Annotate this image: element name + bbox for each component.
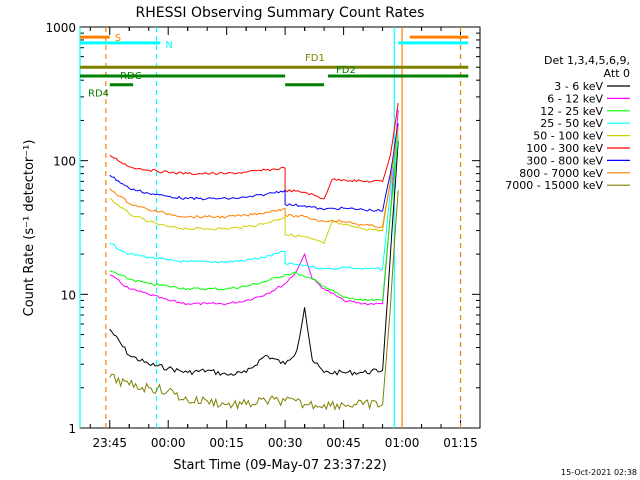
legend-label-2: 12 - 25 keV xyxy=(540,105,603,118)
y-tick-label: 1 xyxy=(68,422,76,436)
series-line-1 xyxy=(109,109,399,306)
y-tick-label: 1000 xyxy=(45,21,76,35)
legend-label-7: 800 - 7000 keV xyxy=(519,167,603,180)
legend-label-6: 300 - 800 keV xyxy=(526,154,603,167)
flag-label-fd2: FD2 xyxy=(336,65,356,76)
plot-frame xyxy=(79,26,481,429)
flag-label-fd1: FD1 xyxy=(305,53,325,64)
series-line-8 xyxy=(109,190,399,411)
footer-timestamp: 15-Oct-2021 02:38 xyxy=(561,468,637,477)
plot-area: 1 10 100 1000 23:45 00:00 00:15 00:30 00:45 01:00… xyxy=(45,21,630,450)
x-tick-label: 00:00 xyxy=(151,436,186,450)
series-line-7 xyxy=(109,126,399,228)
chart-title: RHESSI Observing Summary Count Rates xyxy=(136,5,425,21)
series-line-6 xyxy=(109,123,399,212)
y-tick-label: 100 xyxy=(53,155,76,169)
x-tick-label: 00:30 xyxy=(268,436,303,450)
legend-label-3: 25 - 50 keV xyxy=(540,117,603,130)
legend-title-line-1: Det 1,3,4,5,6,9, xyxy=(544,54,630,67)
x-tick-label: 01:00 xyxy=(385,436,420,450)
legend-label-4: 50 - 100 keV xyxy=(533,130,603,143)
flag-label-n: N xyxy=(165,40,172,51)
legend-label-8: 7000 - 15000 keV xyxy=(505,179,603,192)
series-line-5 xyxy=(109,102,399,200)
series-line-3 xyxy=(109,133,399,271)
y-axis-label: Count Rate (s⁻¹ detector⁻¹) xyxy=(22,140,37,317)
x-tick-label: 00:45 xyxy=(326,436,361,450)
legend-label-5: 100 - 300 keV xyxy=(526,142,603,155)
x-axis-label: Start Time (09-May-07 23:37:22) xyxy=(173,458,387,473)
x-tick-label: 23:45 xyxy=(92,436,127,450)
x-tick-label: 00:15 xyxy=(209,436,244,450)
y-tick-label: 10 xyxy=(61,288,76,302)
series-line-4 xyxy=(109,129,399,245)
legend-title-line-2: Att 0 xyxy=(604,67,630,80)
series-line-0 xyxy=(109,141,399,376)
flag-label-rdc: RDC xyxy=(120,71,142,82)
series-line-2 xyxy=(109,137,399,302)
flag-label-rd4: RD4 xyxy=(88,89,109,100)
legend-label-0: 3 - 6 keV xyxy=(554,80,603,93)
x-tick-label: 01:15 xyxy=(443,436,478,450)
legend-label-1: 6 - 12 keV xyxy=(547,92,603,105)
flag-label-s: S xyxy=(115,33,121,44)
